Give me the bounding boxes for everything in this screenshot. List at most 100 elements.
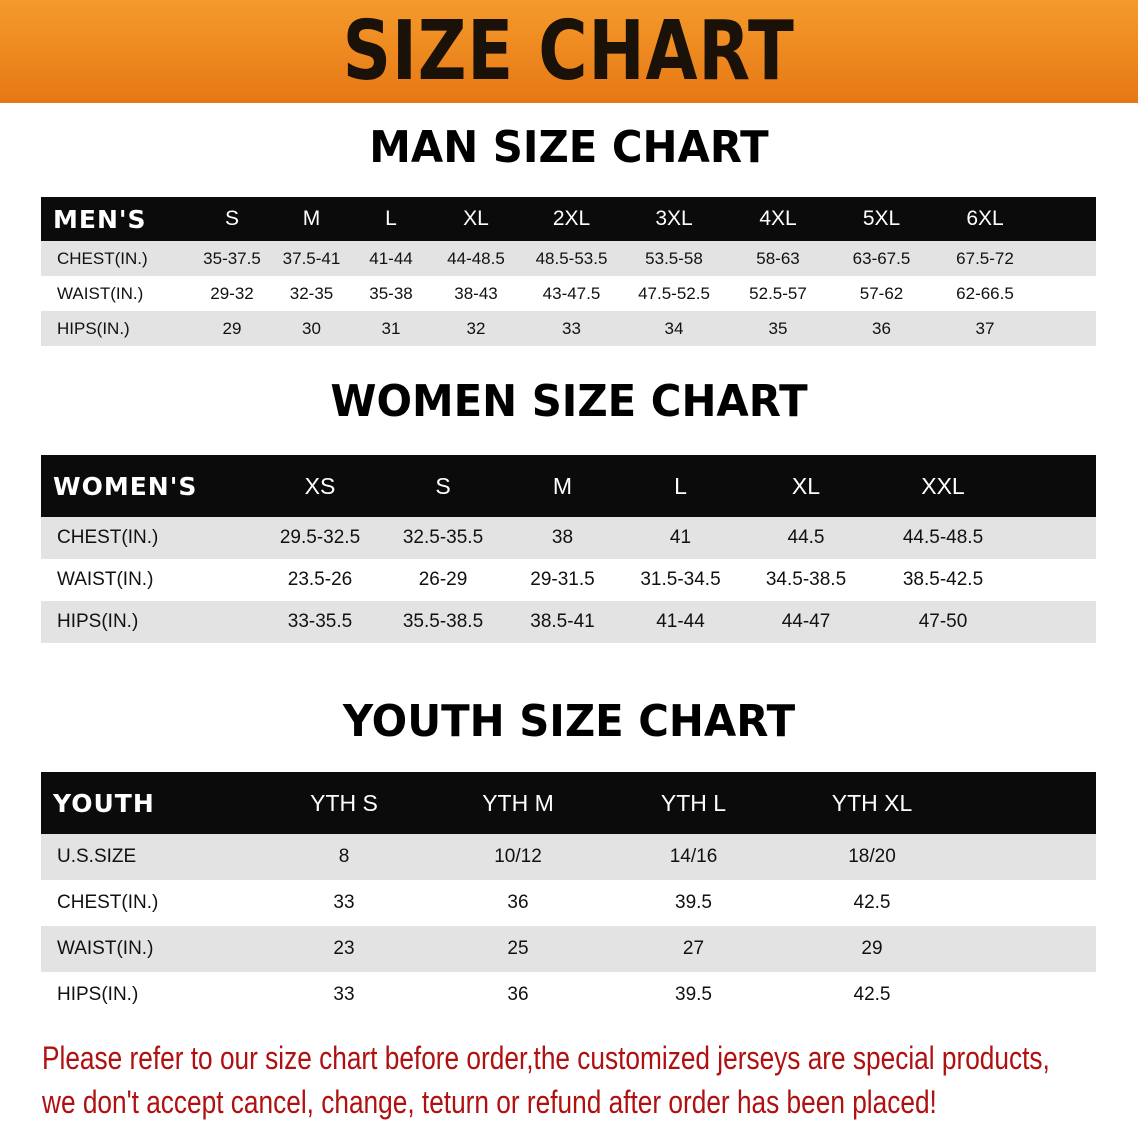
row-label: HIPS(IN.): [57, 318, 130, 338]
men-size-table: MEN'S S M L XL 2XL 3XL 4XL 5XL 6XL CHEST(IN.) 35-37…: [41, 197, 1096, 346]
notice-line-2: we don't accept cancel, change, teturn o…: [42, 1084, 937, 1120]
youth-size-table: YOUTH YTH S YTH M YTH L YTH XL U.S.SIZE 8 10/12…: [41, 772, 1096, 1018]
table-cell: 14/16: [669, 846, 718, 867]
table-cell: 27: [682, 938, 705, 959]
men-section-title: MAN SIZE CHART: [369, 122, 769, 173]
table-cell: 34.5-38.5: [765, 569, 847, 590]
table-cell: 35-38: [369, 283, 413, 303]
table-cell: 44-48.5: [447, 248, 505, 268]
table-cell: 25: [507, 938, 529, 959]
table-cell: 67.5-72: [956, 248, 1014, 268]
table-cell: 57-62: [859, 283, 904, 303]
table-cell: 41: [669, 527, 692, 548]
table-cell: 39.5: [675, 892, 712, 913]
table-cell: 37.5-41: [282, 248, 341, 268]
size-header-xs: XS: [304, 472, 336, 499]
table-cell: 29-31.5: [530, 569, 595, 590]
table-cell: 31.5-34.5: [640, 569, 721, 590]
women-size-table: WOMEN'S XS S M L XL XXL CHEST(IN.) 29.5-32.5 32.5…: [41, 455, 1096, 643]
size-header-2xl: 2XL: [552, 207, 591, 230]
row-label: CHEST(IN.): [57, 248, 148, 268]
table-cell: 33-35.5: [287, 611, 353, 632]
table-row: HIPS(IN.) 33 36 39.5 42.5: [41, 972, 1096, 1018]
table-cell: 44-47: [781, 611, 831, 632]
table-cell: 34: [664, 318, 684, 338]
table-cell: 29: [222, 318, 242, 338]
table-cell: 41-44: [369, 248, 413, 268]
table-row: HIPS(IN.) 33-35.5 35.5-38.5 38.5-41 41-44 44-…: [41, 601, 1096, 643]
size-header-l: L: [385, 207, 397, 230]
size-header-m: M: [302, 207, 321, 230]
table-cell: 23.5-26: [287, 569, 353, 590]
table-cell: 37: [975, 318, 995, 338]
banner-title: SIZE CHART: [342, 4, 796, 99]
header-row: MEN'S S M L XL 2XL 3XL 4XL 5XL 6XL: [41, 197, 1096, 241]
table-cell: 29.5-32.5: [279, 527, 361, 548]
size-header-m: M: [552, 472, 573, 499]
table-cell: 32.5-35.5: [402, 527, 484, 548]
table-cell: 62-66.5: [956, 283, 1014, 303]
size-header-4xl: 4XL: [759, 207, 797, 230]
table-header-label: WOMEN'S: [53, 471, 198, 501]
table-cell: 31: [381, 318, 401, 338]
table-cell: 18/20: [848, 846, 896, 867]
table-cell: 33: [562, 318, 581, 338]
table-cell: 41-44: [656, 611, 705, 632]
table-row: CHEST(IN.) 35-37.5 37.5-41 41-44 44-48.5 48.5…: [41, 241, 1096, 276]
table-cell: 23: [333, 938, 355, 959]
table-cell: 33: [333, 984, 355, 1005]
table-cell: 44.5: [787, 527, 825, 548]
table-cell: 29: [861, 938, 883, 959]
table-cell: 38: [551, 527, 574, 548]
youth-section-title: YOUTH SIZE CHART: [342, 696, 796, 747]
row-label: WAIST(IN.): [57, 283, 144, 303]
table-cell: 38.5-42.5: [902, 569, 984, 590]
table-cell: 43-47.5: [542, 283, 601, 303]
table-row: HIPS(IN.) 29 30 31 32 33 34 35 36 37: [41, 311, 1096, 346]
table-row: CHEST(IN.) 29.5-32.5 32.5-35.5 38 41 44.5 44.5…: [41, 517, 1096, 559]
size-header-3xl: 3XL: [655, 207, 693, 230]
table-row: CHEST(IN.) 33 36 39.5 42.5: [41, 880, 1096, 926]
size-header-yth-m: YTH M: [482, 789, 554, 816]
table-cell: 36: [507, 892, 529, 913]
table-cell: 33: [333, 892, 355, 913]
table-cell: 47-50: [918, 611, 968, 632]
table-row: U.S.SIZE 8 10/12 14/16 18/20: [41, 834, 1096, 880]
size-header-6xl: 6XL: [966, 207, 1004, 230]
order-notice: Please refer to our size chart before or…: [42, 1036, 1124, 1124]
table-cell: 36: [507, 984, 529, 1005]
row-label: WAIST(IN.): [57, 569, 154, 590]
table-cell: 53.5-58: [645, 248, 703, 268]
size-header-xl: XL: [791, 472, 821, 499]
row-label: U.S.SIZE: [57, 846, 137, 867]
table-cell: 38-43: [454, 283, 498, 303]
table-cell: 10/12: [494, 846, 542, 867]
size-header-s: S: [224, 207, 239, 230]
size-header-xxl: XXL: [921, 472, 965, 499]
size-header-yth-s: YTH S: [310, 789, 378, 816]
table-cell: 48.5-53.5: [535, 248, 608, 268]
table-cell: 38.5-41: [530, 611, 595, 632]
table-cell: 42.5: [853, 892, 891, 913]
table-cell: 39.5: [675, 984, 712, 1005]
table-row: WAIST(IN.) 23 25 27 29: [41, 926, 1096, 972]
table-cell: 35-37.5: [203, 248, 261, 268]
table-cell: 35.5-38.5: [402, 611, 484, 632]
table-cell: 8: [338, 846, 350, 867]
table-header-label: MEN'S: [53, 204, 147, 234]
notice-line-1: Please refer to our size chart before or…: [42, 1040, 1050, 1076]
size-header-s: S: [435, 472, 451, 499]
table-cell: 42.5: [853, 984, 891, 1005]
row-label: CHEST(IN.): [57, 892, 159, 913]
table-cell: 35: [768, 318, 788, 338]
row-label: CHEST(IN.): [57, 527, 159, 548]
header-row: WOMEN'S XS S M L XL XXL: [41, 455, 1096, 517]
row-label: WAIST(IN.): [57, 938, 154, 959]
table-cell: 32: [466, 318, 486, 338]
table-cell: 32-35: [289, 283, 334, 303]
row-label: HIPS(IN.): [57, 984, 139, 1005]
row-label: HIPS(IN.): [57, 611, 139, 632]
size-header-xl: XL: [463, 207, 489, 230]
table-cell: 63-67.5: [852, 248, 911, 268]
table-cell: 58-63: [756, 248, 800, 268]
